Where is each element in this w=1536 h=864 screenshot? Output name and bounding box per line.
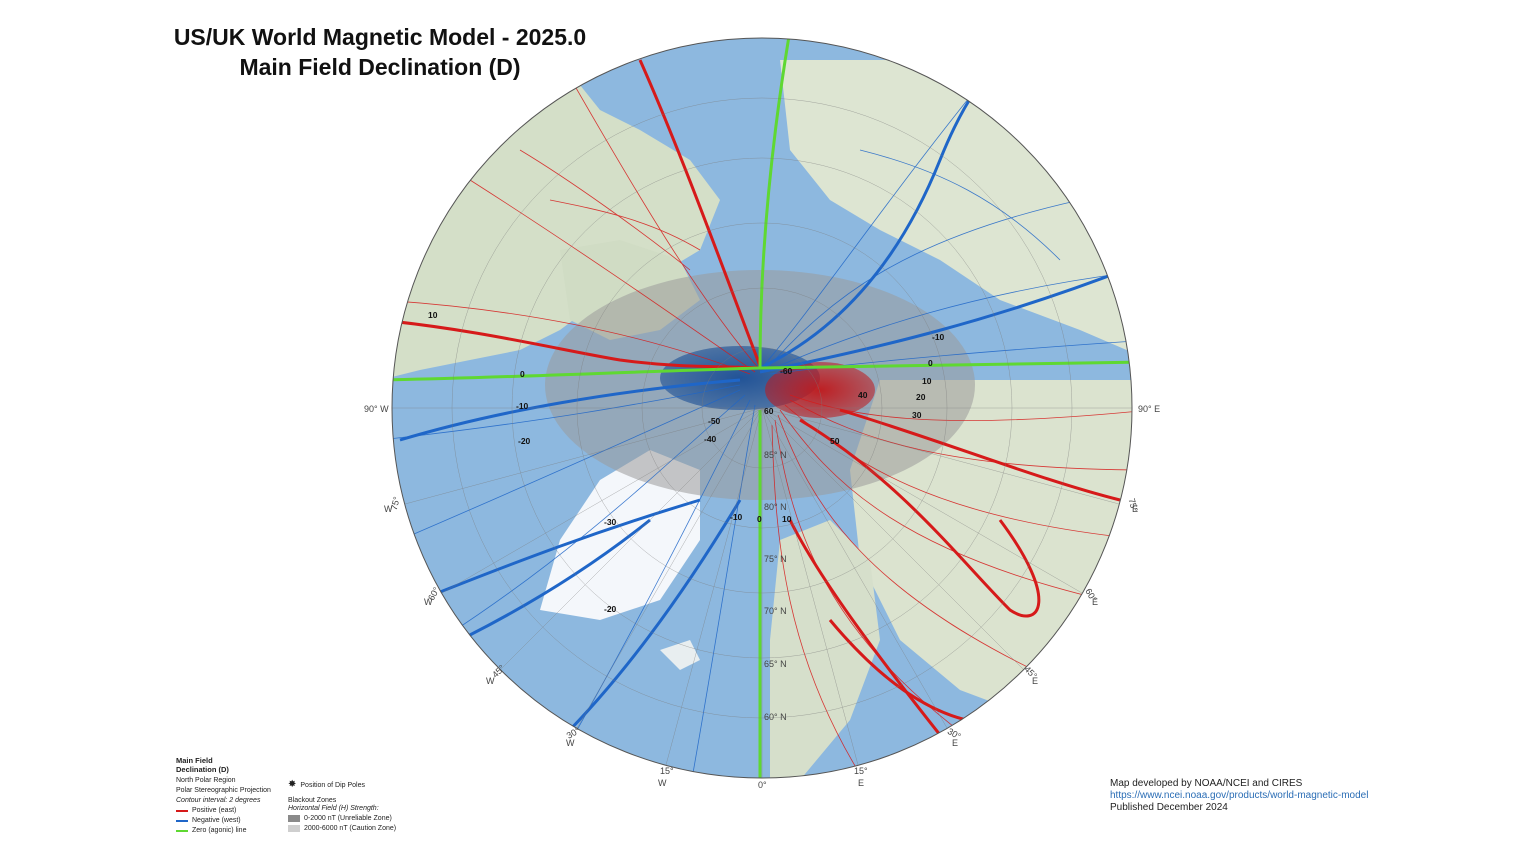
contour-label: 10 <box>922 376 932 386</box>
caution-swatch <box>288 825 300 832</box>
lon-label-90e: 90° E <box>1138 404 1160 414</box>
lon-label-30w-dir: W <box>566 738 575 748</box>
legend-blackout-sub: Horizontal Field (H) Strength: <box>288 805 379 812</box>
contour-labels: 10 0 -10 -20 -30 -20 -10 -50 -40 -60 60 … <box>428 310 945 614</box>
dip-pole-icon: ✸ <box>288 779 297 790</box>
credits-line-3: Published December 2024 <box>1110 802 1228 813</box>
lat-label-60: 60° N <box>764 712 787 722</box>
contour-label: 30 <box>912 410 922 420</box>
lat-label-65: 65° N <box>764 659 787 669</box>
lat-label-75: 75° N <box>764 554 787 564</box>
contour-label: -40 <box>704 434 717 444</box>
map-title: US/UK World Magnetic Model - 2025.0 <box>173 24 587 50</box>
contour-label: 0 <box>520 369 525 379</box>
lon-label-15e: 15° <box>854 766 868 776</box>
lon-label-15e-dir: E <box>858 778 864 788</box>
lon-label-75w-dir: W <box>384 504 393 514</box>
legend-dip-poles: Position of Dip Poles <box>300 781 365 789</box>
lon-label-75w: 75° <box>389 495 402 511</box>
map-subtitle: Main Field Declination (D) <box>239 54 521 80</box>
title-block: US/UK World Magnetic Model - 2025.0 Main… <box>150 22 610 82</box>
legend-blackout-title: Blackout Zones <box>288 797 337 804</box>
legend-zone-1: 0-2000 nT (Unreliable Zone) <box>288 815 418 822</box>
contour-label: 50 <box>830 436 840 446</box>
contour-label: -50 <box>708 416 721 426</box>
lon-label-60e-dir: E <box>1092 597 1098 607</box>
legend-heading-2: Declination (D) <box>176 765 229 774</box>
negative-contours <box>392 59 1132 778</box>
contour-label: -20 <box>518 436 531 446</box>
legend-positive: Positive (east) <box>176 807 286 814</box>
credits: Map developed by NOAA/NCEI and CIRES htt… <box>1110 778 1368 814</box>
lon-label-75e-dir: E <box>1132 504 1138 514</box>
legend-projection: Polar Stereographic Projection <box>176 787 271 794</box>
graticule <box>392 97 1132 778</box>
lon-label-45e-dir: E <box>1032 676 1038 686</box>
lat-label-80: 80° N <box>764 502 787 512</box>
contour-label: -10 <box>516 401 529 411</box>
positive-swatch <box>176 809 188 812</box>
credits-link[interactable]: https://www.ncei.noaa.gov/products/world… <box>1110 790 1369 801</box>
contour-label: 60 <box>764 406 774 416</box>
contour-label: -10 <box>932 332 945 342</box>
lon-label-60w-dir: W <box>424 597 433 607</box>
lon-label-75e: 75° <box>1127 497 1140 513</box>
latitude-labels: 85° N 80° N 75° N 70° N 65° N 60° N <box>764 450 787 722</box>
legend-zone-2: 2000-6000 nT (Caution Zone) <box>288 825 418 832</box>
legend-blackout: ✸ Position of Dip Poles Blackout Zones H… <box>288 778 418 832</box>
legend: Main Field Declination (D) North Polar R… <box>176 756 286 834</box>
map-border <box>391 37 1133 779</box>
legend-region: North Polar Region <box>176 777 236 784</box>
contour-label: -30 <box>604 517 617 527</box>
unreliable-zone-red <box>765 362 875 418</box>
contour-label: -60 <box>780 366 793 376</box>
contour-label: 20 <box>916 392 926 402</box>
legend-negative: Negative (west) <box>176 817 286 824</box>
contour-label: -10 <box>730 512 743 522</box>
contour-label: -20 <box>604 604 617 614</box>
contour-label: 0 <box>757 514 762 524</box>
unreliable-swatch <box>288 815 300 822</box>
contour-label: 10 <box>428 310 438 320</box>
lat-label-70: 70° N <box>764 606 787 616</box>
lat-label-85: 85° N <box>764 450 787 460</box>
lon-label-45w-dir: W <box>486 676 495 686</box>
agonic-lines <box>392 38 1132 778</box>
lon-label-30e-dir: E <box>952 738 958 748</box>
lon-label-15w-dir: W <box>658 778 667 788</box>
major-negative <box>399 58 1132 742</box>
legend-heading-1: Main Field <box>176 756 213 765</box>
legend-zero: Zero (agonic) line <box>176 827 286 834</box>
negative-swatch <box>176 819 188 822</box>
major-positive <box>392 59 1121 761</box>
lon-label-90w: 90° W <box>364 404 389 414</box>
lon-label-0: 0° <box>758 780 767 790</box>
lon-label-15w: 15° <box>660 766 674 776</box>
contour-label: 10 <box>782 514 792 524</box>
credits-line-1: Map developed by NOAA/NCEI and CIRES <box>1110 778 1303 789</box>
zero-swatch <box>176 829 188 832</box>
legend-interval: Contour interval: 2 degrees <box>176 797 261 804</box>
contour-label: 0 <box>928 358 933 368</box>
contour-label: 40 <box>858 390 868 400</box>
